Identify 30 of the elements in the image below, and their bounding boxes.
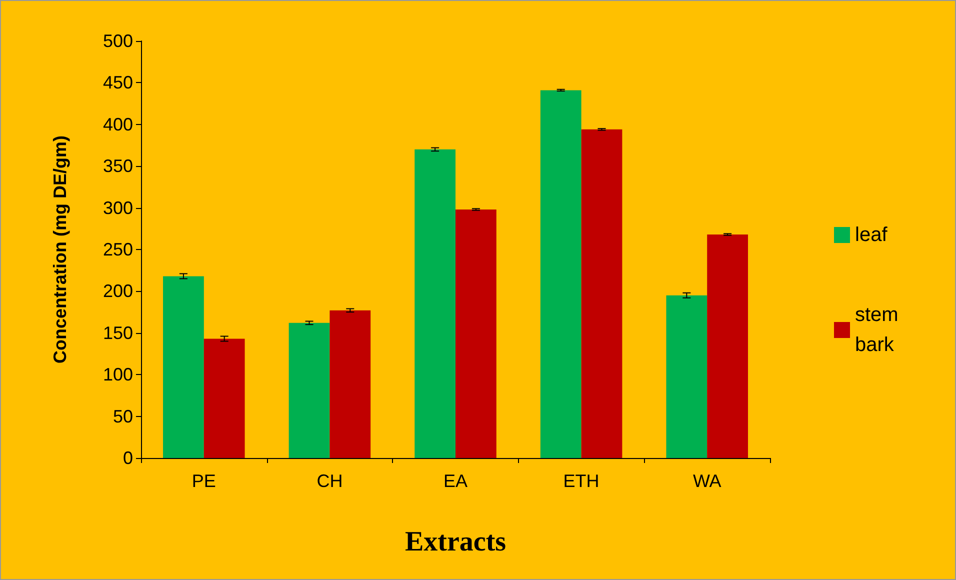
legend-label: leaf: [855, 224, 888, 246]
y-tick-label: 100: [102, 364, 133, 385]
bar: [414, 149, 456, 458]
y-tick-label: 350: [102, 156, 133, 176]
x-tick-label: PE: [192, 471, 216, 491]
y-tick-label: 50: [112, 406, 133, 426]
y-tick-label: 150: [102, 322, 133, 343]
bar: [581, 129, 622, 458]
y-tick-label: 250: [102, 240, 133, 260]
y-tick-label: 400: [102, 114, 133, 134]
x-tick-label: WA: [692, 471, 722, 491]
y-tick-label: 450: [102, 72, 133, 93]
y-tick-label: 300: [102, 198, 133, 218]
x-tick-label: EA: [443, 471, 468, 491]
y-tick-label: 500: [102, 31, 133, 51]
bar: [288, 322, 330, 458]
bar: [330, 310, 371, 458]
bar: [540, 90, 582, 458]
bar: [666, 295, 708, 458]
legend-label: stem bark: [855, 304, 904, 356]
bar: [163, 276, 204, 458]
y-tick-label: 200: [102, 281, 133, 302]
x-tick-label: ETH: [563, 471, 600, 491]
bar: [707, 234, 748, 458]
y-tick-label: 0: [122, 448, 133, 468]
bar: [456, 209, 496, 458]
y-axis-title: Concentration (mg DE/gm): [50, 135, 70, 364]
x-axis-title: Extracts: [404, 526, 506, 558]
x-tick-label: CH: [316, 471, 343, 491]
bar: [204, 338, 245, 458]
